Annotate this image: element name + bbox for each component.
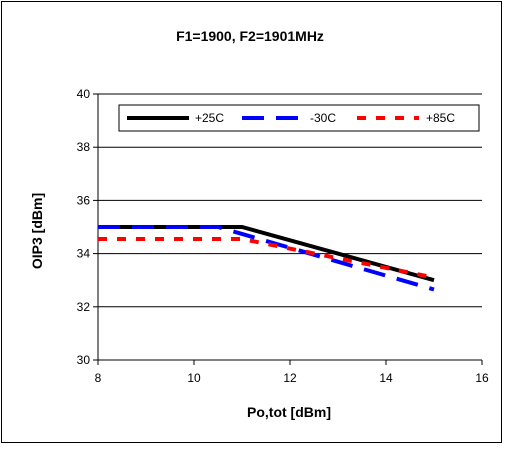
y-axis-label: OIP3 [dBm]: [29, 193, 45, 269]
legend: +25C -30C +85C: [118, 104, 480, 132]
series-lines: [98, 225, 435, 292]
y-axis-ticks: 30 32 34 36 38 40: [77, 87, 98, 367]
legend-label-3: +85C: [426, 111, 455, 125]
series-line-2: [98, 225, 435, 292]
chart: F1=1900, F2=1901MHz 30 32 34 36 38 40 8 10 12 14…: [29, 28, 489, 420]
x-tick-label: 16: [475, 371, 489, 385]
x-tick-label: 12: [283, 371, 297, 385]
chart-frame: F1=1900, F2=1901MHz 30 32 34 36 38 40 8 10 12 14…: [1, 1, 502, 443]
series-line-3: [98, 236, 435, 280]
x-tick-label: 8: [95, 371, 102, 385]
legend-label-1: +25C: [195, 111, 224, 125]
y-tick-label: 38: [77, 140, 91, 154]
legend-label-2: -30C: [310, 111, 336, 125]
gridlines: [98, 93, 482, 308]
y-tick-label: 34: [77, 247, 91, 261]
y-tick-label: 36: [77, 193, 91, 207]
x-axis-label: Po,tot [dBm]: [247, 404, 331, 420]
y-tick-label: 32: [77, 300, 91, 314]
x-tick-label: 14: [379, 371, 393, 385]
x-axis-ticks: 8 10 12 14 16: [95, 360, 489, 385]
chart-title: F1=1900, F2=1901MHz: [176, 28, 324, 44]
x-tick-label: 10: [187, 371, 201, 385]
y-tick-label: 30: [77, 353, 91, 367]
y-tick-label: 40: [77, 87, 91, 101]
